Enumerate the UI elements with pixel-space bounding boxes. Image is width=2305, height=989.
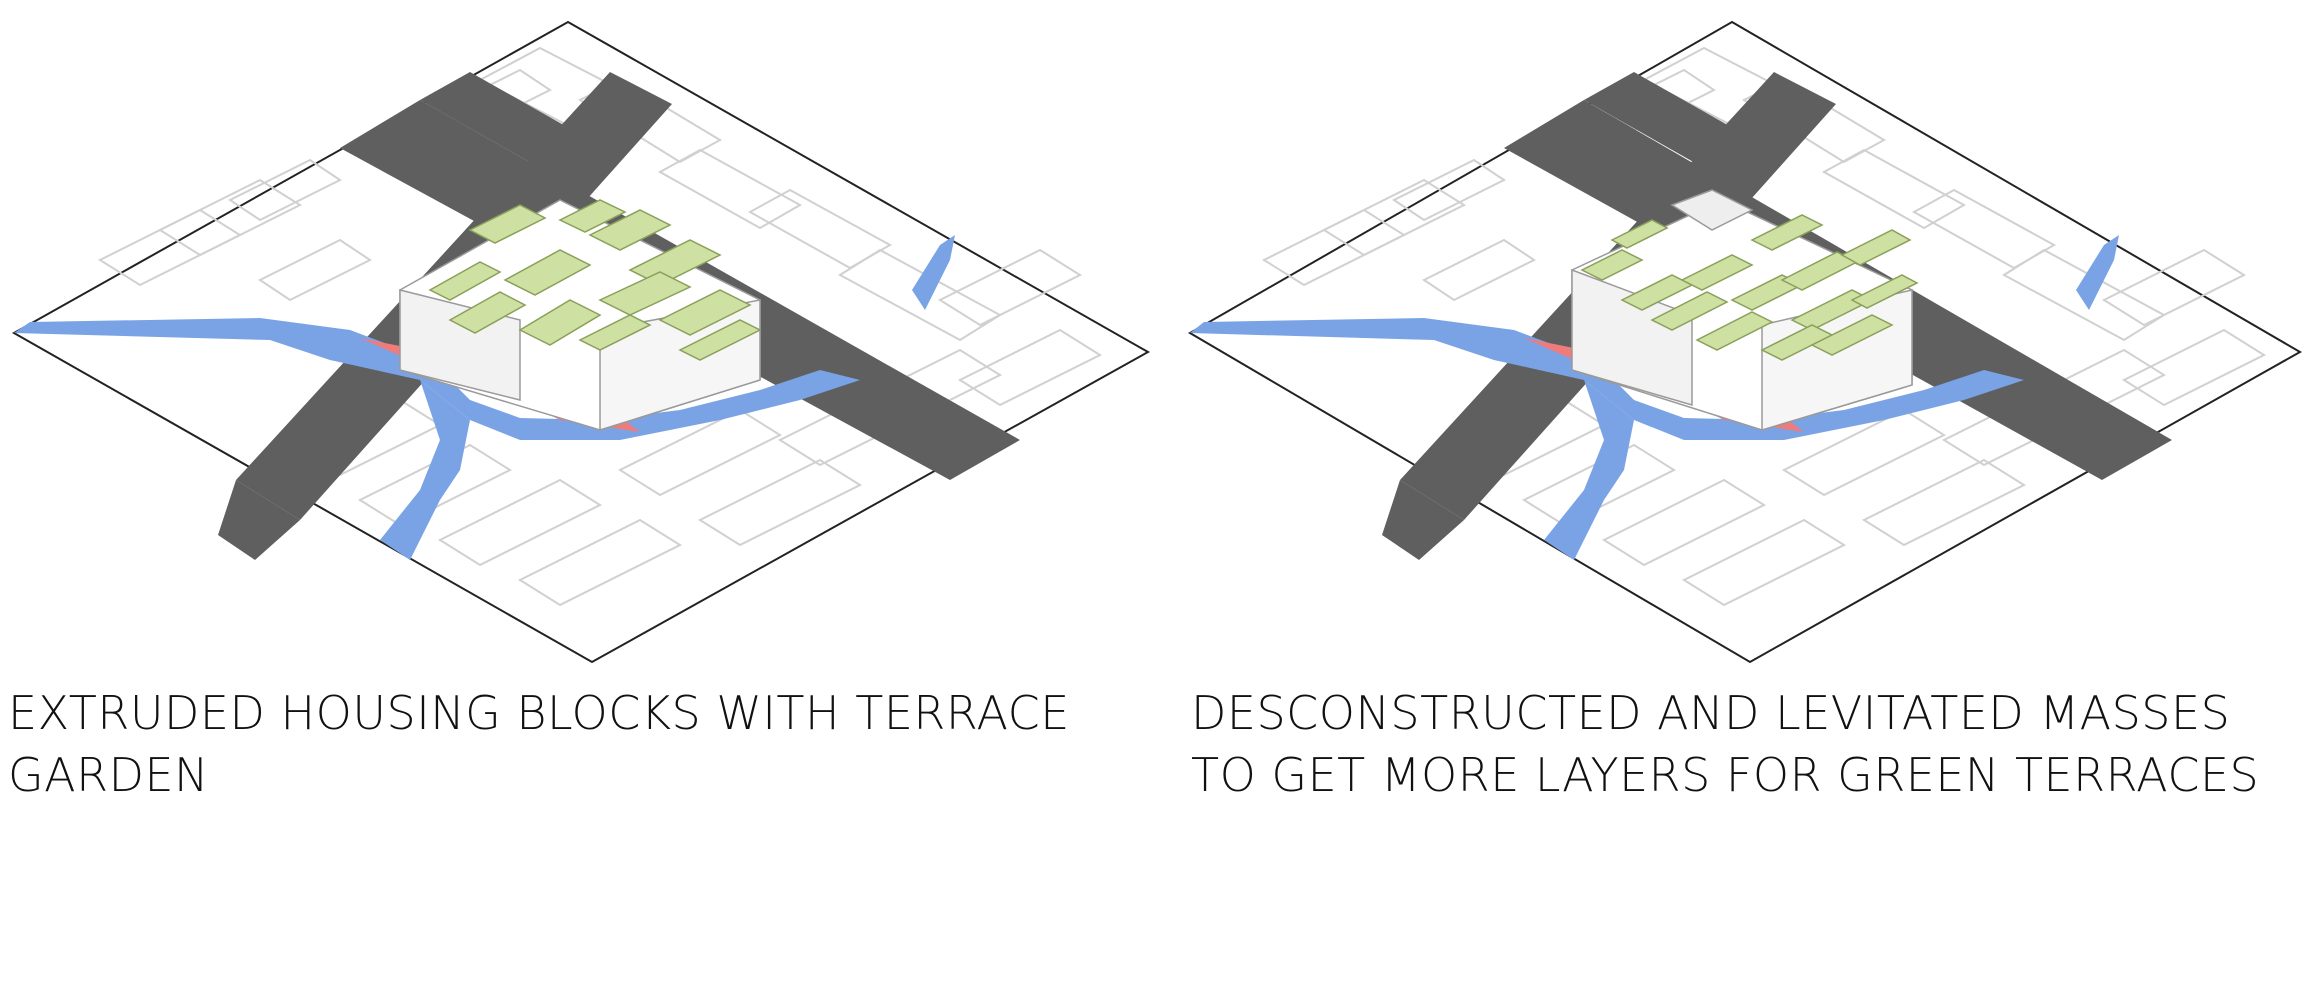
- levitated-masses: [1571, 189, 1919, 432]
- caption-extruded: EXTRUDED HOUSING BLOCKS WITH TERRACE GAR…: [8, 686, 1070, 802]
- caption-levitated: DESCONSTRUCTED AND LEVITATED MASSES TO G…: [1191, 686, 2260, 802]
- diagram-left: EXTRUDED HOUSING BLOCKS WITH TERRACE GAR…: [0, 0, 1152, 989]
- housing-blocks: [399, 199, 762, 432]
- axonometric-site-left: [11, 20, 1151, 664]
- diagram-right: DESCONSTRUCTED AND LEVITATED MASSES TO G…: [1152, 0, 2304, 989]
- terrace-gardens: [1580, 214, 1919, 361]
- raised-roof-block: [1670, 189, 1754, 231]
- terrace-gardens: [428, 199, 762, 361]
- axonometric-site-right: [1188, 20, 2303, 664]
